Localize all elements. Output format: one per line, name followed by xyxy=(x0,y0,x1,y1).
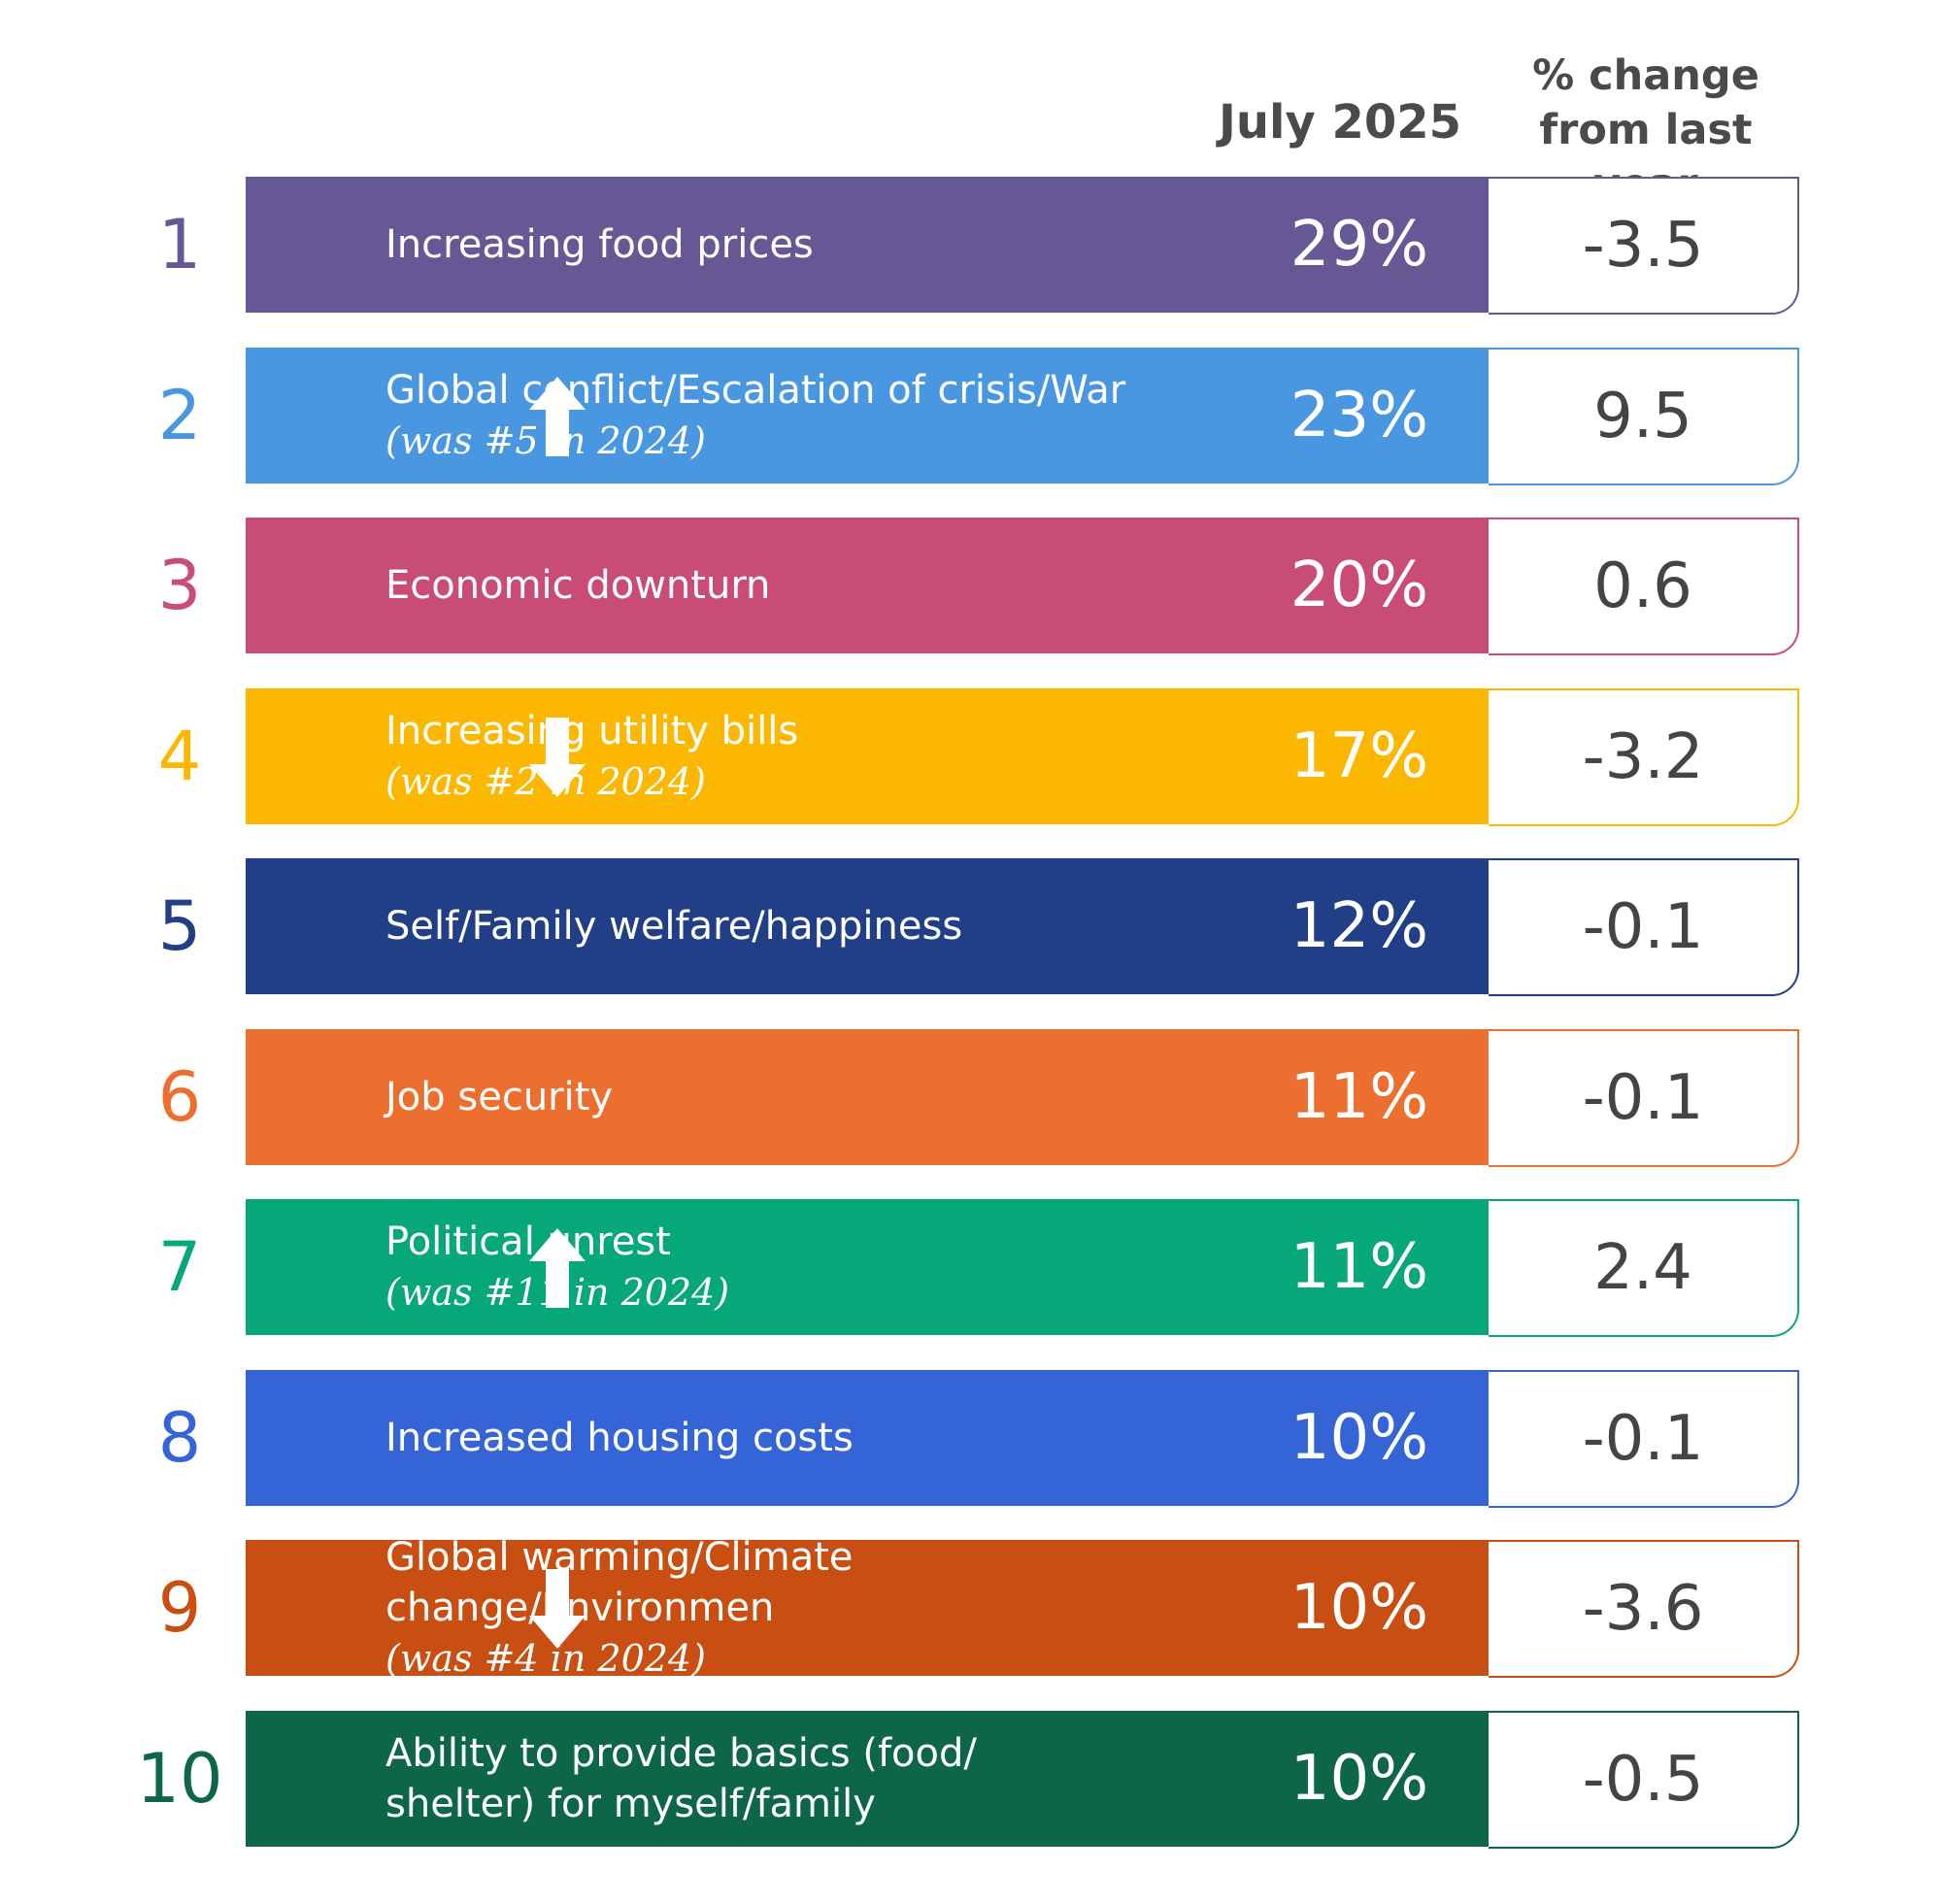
row-label: Political unrest (was #11 in 2024) xyxy=(385,1199,1221,1335)
change-value: -3.5 xyxy=(1489,177,1799,315)
row-bar: Increasing utility bills (was #2 in 2024)… xyxy=(246,688,1489,824)
rank-number: 2 xyxy=(157,376,202,455)
previous-rank-note: (was #11 in 2024) xyxy=(385,1271,730,1314)
up-arrow-icon xyxy=(529,1228,586,1308)
rank-number: 4 xyxy=(157,717,202,796)
table-row: 10 Ability to provide basics (food/ shelt… xyxy=(0,1711,1942,1849)
percent-value: 10% xyxy=(1289,1743,1428,1815)
row-bar: Increasing food prices 29% xyxy=(246,177,1489,313)
column-header-july-2025: July 2025 xyxy=(1218,95,1462,150)
table-row: 1 Increasing food prices 29% -3.5 xyxy=(0,177,1942,315)
rank-number: 8 xyxy=(157,1398,202,1478)
previous-rank-note: (was #4 in 2024) xyxy=(385,1637,706,1680)
percent-value: 11% xyxy=(1289,1061,1428,1133)
up-arrow-icon xyxy=(529,377,586,456)
percent-value: 12% xyxy=(1289,890,1428,962)
rank-number: 5 xyxy=(157,886,202,966)
concern-label: Political unrest xyxy=(385,1219,671,1264)
rank-number: 6 xyxy=(157,1057,202,1137)
table-row: 2 Global conflict/Escalation of crisis/Wa… xyxy=(0,348,1942,485)
table-row: 4 Increasing utility bills (was #2 in 2024… xyxy=(0,688,1942,826)
table-row: 8 Increased housing costs 10% -0.1 xyxy=(0,1370,1942,1508)
concern-label: Ability to provide basics (food/ shelter… xyxy=(385,1731,977,1826)
change-value: -0.1 xyxy=(1489,1370,1799,1508)
table-row: 7 Political unrest (was #11 in 2024) 11% 2.4 xyxy=(0,1199,1942,1337)
change-value: -0.1 xyxy=(1489,1029,1799,1167)
row-bar: Economic downturn 20% xyxy=(246,518,1489,653)
concern-label: Job security xyxy=(385,1075,614,1119)
previous-rank-note: (was #5 in 2024) xyxy=(385,419,706,462)
concern-label: Self/Family welfare/happiness xyxy=(385,904,963,949)
table-row: 5 Self/Family welfare/happiness 12% -0.1 xyxy=(0,858,1942,996)
row-bar: Political unrest (was #11 in 2024) 11% xyxy=(246,1199,1489,1335)
row-label: Global conflict/Escalation of crisis/War… xyxy=(385,348,1221,484)
rank-number: 7 xyxy=(157,1227,202,1307)
down-arrow-icon xyxy=(529,1569,586,1649)
row-label: Increased housing costs xyxy=(385,1370,1221,1506)
row-bar: Self/Family welfare/happiness 12% xyxy=(246,858,1489,994)
percent-value: 17% xyxy=(1289,720,1428,792)
previous-rank-note: (was #2 in 2024) xyxy=(385,760,706,803)
row-label: Increasing utility bills (was #2 in 2024) xyxy=(385,688,1221,824)
percent-value: 23% xyxy=(1289,380,1428,451)
row-bar: Job security 11% xyxy=(246,1029,1489,1165)
rank-number: 3 xyxy=(157,546,202,625)
concern-label: Economic downturn xyxy=(385,563,771,608)
rank-number: 10 xyxy=(136,1739,223,1819)
row-label: Self/Family welfare/happiness xyxy=(385,858,1221,994)
concern-label: Global conflict/Escalation of crisis/War xyxy=(385,368,1126,413)
row-label: Increasing food prices xyxy=(385,177,1221,313)
change-value: -3.2 xyxy=(1489,688,1799,826)
row-bar: Ability to provide basics (food/ shelter… xyxy=(246,1711,1489,1847)
change-value: 2.4 xyxy=(1489,1199,1799,1337)
row-label: Economic downturn xyxy=(385,518,1221,653)
row-bar: Global conflict/Escalation of crisis/War… xyxy=(246,348,1489,484)
down-arrow-icon xyxy=(529,718,586,797)
change-value: -0.5 xyxy=(1489,1711,1799,1849)
change-value: 0.6 xyxy=(1489,518,1799,655)
change-value: 9.5 xyxy=(1489,348,1799,485)
concern-label: Increasing food prices xyxy=(385,222,814,267)
change-value: -0.1 xyxy=(1489,858,1799,996)
percent-value: 10% xyxy=(1289,1402,1428,1474)
percent-value: 29% xyxy=(1289,209,1428,281)
concern-label: Increasing utility bills xyxy=(385,709,799,753)
row-label: Job security xyxy=(385,1029,1221,1165)
rank-number: 1 xyxy=(157,205,202,284)
row-label: Ability to provide basics (food/ shelter… xyxy=(385,1711,1221,1847)
table-row: 3 Economic downturn 20% 0.6 xyxy=(0,518,1942,655)
table-row: 6 Job security 11% -0.1 xyxy=(0,1029,1942,1167)
rank-number: 9 xyxy=(157,1568,202,1648)
percent-value: 10% xyxy=(1289,1572,1428,1644)
percent-value: 20% xyxy=(1289,550,1428,621)
concern-label: Increased housing costs xyxy=(385,1416,854,1460)
row-bar: Increased housing costs 10% xyxy=(246,1370,1489,1506)
table-row: 9 Global warming/Climate change/Environme… xyxy=(0,1535,1942,1680)
concern-label: Global warming/Climate change/Environmen xyxy=(385,1535,854,1630)
percent-value: 11% xyxy=(1289,1231,1428,1303)
row-bar: Global warming/Climate change/Environmen… xyxy=(246,1535,1489,1680)
row-label: Global warming/Climate change/Environmen… xyxy=(385,1535,1221,1680)
change-value: -3.6 xyxy=(1489,1540,1799,1678)
